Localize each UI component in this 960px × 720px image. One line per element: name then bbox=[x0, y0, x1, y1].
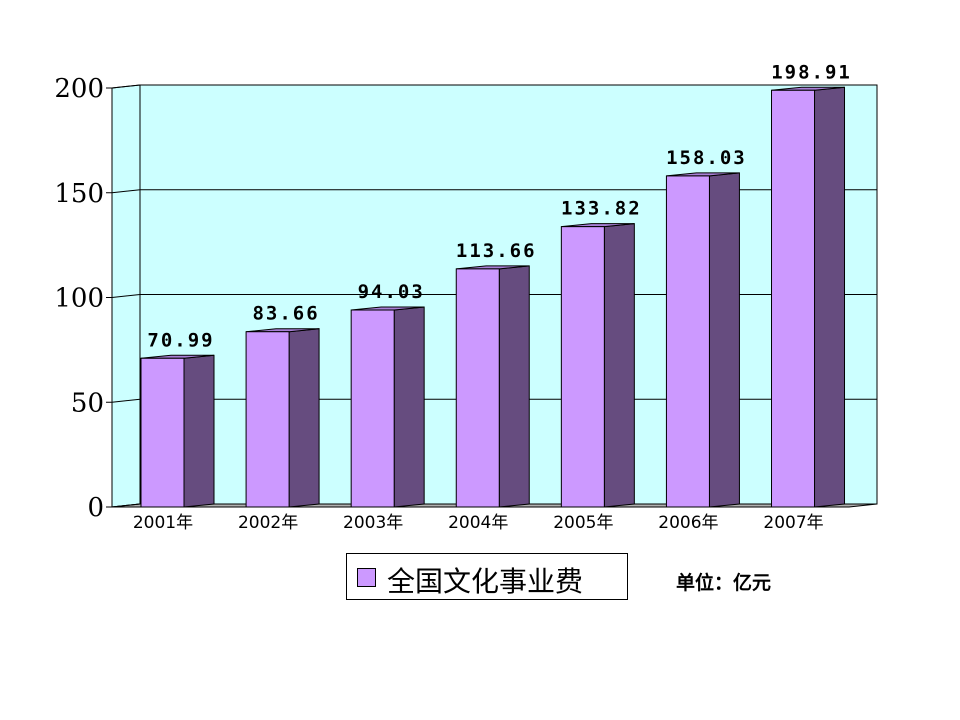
y-tick-label: 150 bbox=[54, 179, 104, 209]
gridline bbox=[111, 84, 877, 89]
legend: 全国文化事业费 bbox=[346, 553, 628, 600]
bar-side bbox=[708, 172, 740, 508]
bar bbox=[140, 354, 215, 508]
bars bbox=[140, 86, 846, 508]
x-tick-label: 2001年 bbox=[133, 513, 193, 533]
data-label: 198.91 bbox=[771, 61, 852, 83]
y-tick-label: 0 bbox=[87, 493, 104, 523]
data-label: 94.03 bbox=[358, 281, 425, 303]
y-tick-label: 200 bbox=[54, 74, 104, 104]
y-tick-label: 50 bbox=[71, 388, 104, 418]
labels: 0 50 100 150 200 70.99 2001年 83.66 2002年 94.03 200… bbox=[54, 61, 852, 533]
x-tick-label: 2006年 bbox=[658, 513, 718, 533]
bar-front bbox=[560, 226, 605, 508]
x-tick-label: 2003年 bbox=[343, 513, 403, 533]
bar-front bbox=[350, 309, 395, 508]
y-tick-label: 100 bbox=[54, 284, 104, 314]
bar-front bbox=[771, 89, 816, 508]
bar-side bbox=[603, 223, 635, 508]
x-tick-label: 2005年 bbox=[553, 513, 613, 533]
bar-front bbox=[140, 357, 185, 508]
bar-side bbox=[288, 328, 320, 508]
data-label: 158.03 bbox=[666, 147, 747, 169]
x-tick-label: 2002年 bbox=[238, 513, 298, 533]
bar-front bbox=[455, 268, 500, 508]
bar bbox=[455, 265, 530, 508]
data-label: 70.99 bbox=[147, 329, 214, 351]
bar bbox=[350, 306, 425, 508]
legend-swatch bbox=[357, 568, 376, 587]
bar bbox=[245, 328, 320, 508]
bar-front bbox=[245, 331, 290, 508]
bar-side bbox=[498, 265, 530, 508]
unit-note: 单位：亿元 bbox=[676, 572, 772, 594]
x-tick-label: 2004年 bbox=[448, 513, 508, 533]
data-label: 83.66 bbox=[252, 303, 319, 325]
x-tick-label: 2007年 bbox=[763, 513, 823, 533]
bar bbox=[771, 86, 846, 508]
data-label: 113.66 bbox=[456, 240, 537, 262]
gridline bbox=[111, 189, 877, 194]
bar-side bbox=[183, 354, 215, 508]
bar-side bbox=[393, 306, 425, 508]
bar-front bbox=[665, 175, 710, 508]
legend-label: 全国文化事业费 bbox=[387, 565, 584, 598]
bar bbox=[560, 223, 635, 508]
data-label: 133.82 bbox=[561, 198, 642, 220]
bar-side bbox=[814, 86, 846, 508]
bar bbox=[665, 172, 740, 508]
